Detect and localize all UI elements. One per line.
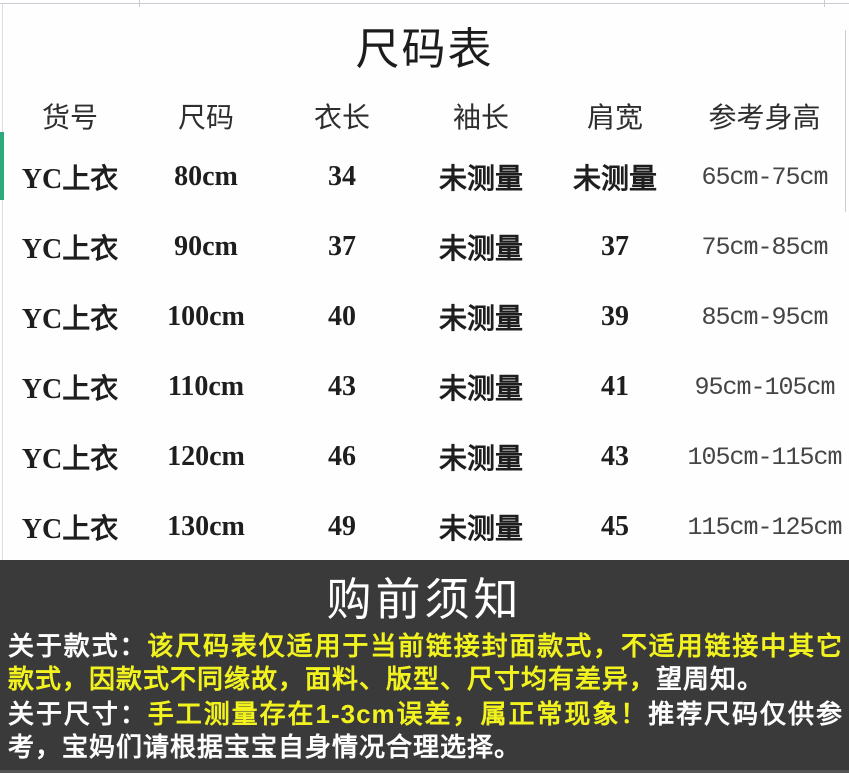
notice-text: 望周知。 bbox=[656, 664, 765, 694]
table-row: YC上衣 110cm 43 未测量 41 95cm-105cm bbox=[0, 352, 849, 422]
table-cell: 37 bbox=[328, 231, 356, 262]
column-header-height: 参考身高 bbox=[708, 103, 821, 134]
purchase-notice-section: 购前须知 关于款式：该尺码表仅适用于当前链接封面款式，不适用链接中其它款式，因款… bbox=[0, 560, 849, 773]
column-border-tick bbox=[824, 0, 825, 7]
size-table-sheet: 尺码表 货号 尺码 衣长 袖长 肩宽 参考身高 YC上衣 80cm 34 未测量… bbox=[0, 0, 849, 560]
table-cell: 100cm bbox=[167, 301, 245, 332]
notice-highlight-text: 该尺码表仅适用于当前链接封面款式，不适用链接中其它款式，因款式不同缘故，面料、版… bbox=[8, 631, 843, 694]
table-cell: YC上衣 bbox=[21, 444, 119, 475]
column-header-item-no: 货号 bbox=[41, 103, 98, 134]
column-header-shoulder: 肩宽 bbox=[586, 103, 643, 134]
bottom-edge-strip bbox=[0, 770, 849, 773]
table-cell: 43 bbox=[601, 441, 629, 472]
table-cell: 45 bbox=[601, 511, 629, 542]
table-cell: 49 bbox=[328, 511, 356, 542]
table-cell: 未测量 bbox=[438, 514, 523, 545]
table-cell: YC上衣 bbox=[21, 374, 119, 405]
table-cell: 115cm-125cm bbox=[687, 512, 842, 542]
left-scrollbar-accent bbox=[0, 132, 4, 200]
notice-label: 关于款式： bbox=[8, 631, 148, 661]
table-cell: 110cm bbox=[167, 371, 245, 402]
page-title: 尺码表 bbox=[355, 25, 494, 74]
table-cell: 未测量 bbox=[438, 444, 523, 475]
table-row: YC上衣 80cm 34 未测量 未测量 65cm-75cm bbox=[0, 142, 849, 212]
table-cell: 46 bbox=[328, 441, 356, 472]
table-cell: 39 bbox=[601, 301, 629, 332]
notice-text: 推荐尺码仅供参考，宝妈们请根据宝宝自身情况合理选择。 bbox=[8, 699, 843, 762]
table-cell: 未测量 bbox=[438, 374, 523, 405]
column-header-length: 衣长 bbox=[313, 103, 370, 134]
table-cell: YC上衣 bbox=[21, 304, 119, 335]
notice-title: 购前须知 bbox=[326, 574, 523, 625]
table-cell: 未测量 bbox=[438, 304, 523, 335]
table-cell: 34 bbox=[328, 161, 356, 192]
column-border-tick bbox=[139, 0, 140, 7]
table-cell: 90cm bbox=[174, 231, 238, 262]
table-cell: 未测量 bbox=[572, 164, 657, 195]
notice-body: 关于款式：该尺码表仅适用于当前链接封面款式，不适用链接中其它款式，因款式不同缘故… bbox=[0, 630, 849, 764]
table-row: YC上衣 130cm 49 未测量 45 115cm-125cm bbox=[0, 492, 849, 562]
table-cell: 未测量 bbox=[438, 234, 523, 265]
table-cell: 未测量 bbox=[438, 164, 523, 195]
table-row: YC上衣 100cm 40 未测量 39 85cm-95cm bbox=[0, 282, 849, 352]
table-cell: 41 bbox=[601, 371, 629, 402]
table-cell: YC上衣 bbox=[21, 234, 119, 265]
table-cell: 105cm-115cm bbox=[687, 442, 842, 472]
table-header-row: 货号 尺码 衣长 袖长 肩宽 参考身高 bbox=[0, 90, 849, 142]
table-cell: 120cm bbox=[167, 441, 245, 472]
notice-paragraph-style: 关于款式：该尺码表仅适用于当前链接封面款式，不适用链接中其它款式，因款式不同缘故… bbox=[8, 630, 843, 696]
table-cell: 75cm-85cm bbox=[701, 232, 828, 262]
notice-highlight-text: 手工测量存在1-3cm误差，属正常现象！ bbox=[147, 699, 649, 729]
left-hairline bbox=[2, 4, 3, 560]
column-header-sleeve: 袖长 bbox=[452, 103, 509, 134]
table-cell: YC上衣 bbox=[21, 164, 119, 195]
table-cell: 80cm bbox=[174, 161, 238, 192]
table-cell: YC上衣 bbox=[21, 514, 119, 545]
table-cell: 95cm-105cm bbox=[694, 372, 835, 402]
column-header-size: 尺码 bbox=[177, 103, 234, 134]
table-cell: 43 bbox=[328, 371, 356, 402]
table-cell: 130cm bbox=[167, 511, 245, 542]
table-cell: 40 bbox=[328, 301, 356, 332]
table-cell: 37 bbox=[601, 231, 629, 262]
table-row: YC上衣 90cm 37 未测量 37 75cm-85cm bbox=[0, 212, 849, 282]
right-hairline bbox=[845, 30, 846, 212]
notice-paragraph-size: 关于尺寸：手工测量存在1-3cm误差，属正常现象！推荐尺码仅供参考，宝妈们请根据… bbox=[8, 698, 843, 764]
top-hairline bbox=[0, 3, 849, 4]
table-row: YC上衣 120cm 46 未测量 43 105cm-115cm bbox=[0, 422, 849, 492]
notice-label: 关于尺寸： bbox=[8, 699, 148, 729]
table-cell: 65cm-75cm bbox=[701, 162, 828, 192]
table-cell: 85cm-95cm bbox=[701, 302, 828, 332]
